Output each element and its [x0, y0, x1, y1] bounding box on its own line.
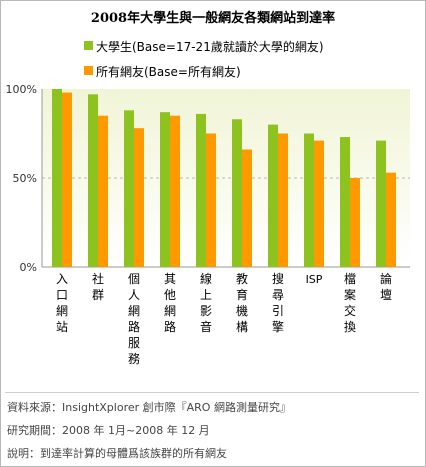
bar-all-users — [350, 178, 360, 267]
bar-all-users — [170, 115, 180, 267]
bar-students — [160, 112, 170, 267]
x-tick-label: 社群 — [92, 271, 104, 302]
bar-all-users — [242, 149, 252, 267]
bar-students — [376, 140, 386, 267]
footer-source: 資料來源：InsightXplorer 創市際『ARO 網路測量研究』 — [7, 401, 291, 414]
x-tick-label: 搜尋引擎 — [272, 271, 284, 334]
footer-period: 研究期間：2008 年 1月~2008 年 12 月 — [7, 424, 210, 437]
bar-all-users — [314, 140, 324, 267]
footer-note: 說明：到達率計算的母體爲該族群的所有網友 — [7, 447, 227, 460]
x-tick-label: 其他網路 — [164, 272, 176, 334]
chart-title: 2008年大學生與一般網友各類網站到達率 — [90, 11, 336, 26]
bar-students — [268, 124, 278, 267]
x-tick-label: ISP — [306, 273, 323, 286]
x-tick-label: 檔案交換 — [344, 272, 356, 334]
bar-all-users — [62, 92, 72, 267]
bar-students — [196, 113, 206, 267]
legend-label-all-users: 所有網友(Base=所有網友) — [96, 65, 241, 79]
x-tick-label: 論壇 — [380, 271, 392, 302]
bar-all-users — [134, 128, 144, 267]
x-tick-label: 個人網路服務 — [128, 272, 140, 366]
legend-label-students: 大學生(Base=17-21歲就讀於大學的網友) — [96, 40, 324, 54]
bar-all-users — [278, 133, 288, 267]
bar-students — [304, 133, 314, 267]
bar-students — [340, 137, 350, 267]
bar-students — [232, 119, 242, 267]
bar-all-users — [386, 172, 396, 267]
legend-swatch-students — [84, 41, 93, 50]
x-tick-label: 入口網站 — [56, 272, 68, 334]
y-tick-label: 100% — [6, 83, 37, 96]
bar-all-users — [206, 133, 216, 267]
bar-students — [52, 89, 62, 267]
bar-students — [88, 94, 98, 267]
x-tick-label: 線上影音 — [200, 271, 212, 334]
x-tick-label: 教育機構 — [236, 271, 248, 334]
y-tick-label: 50% — [13, 172, 37, 185]
bar-all-users — [98, 115, 108, 267]
legend-swatch-all-users — [84, 66, 93, 75]
y-tick-label: 0% — [20, 261, 37, 274]
footer-separator — [5, 392, 419, 393]
bar-students — [124, 110, 134, 267]
